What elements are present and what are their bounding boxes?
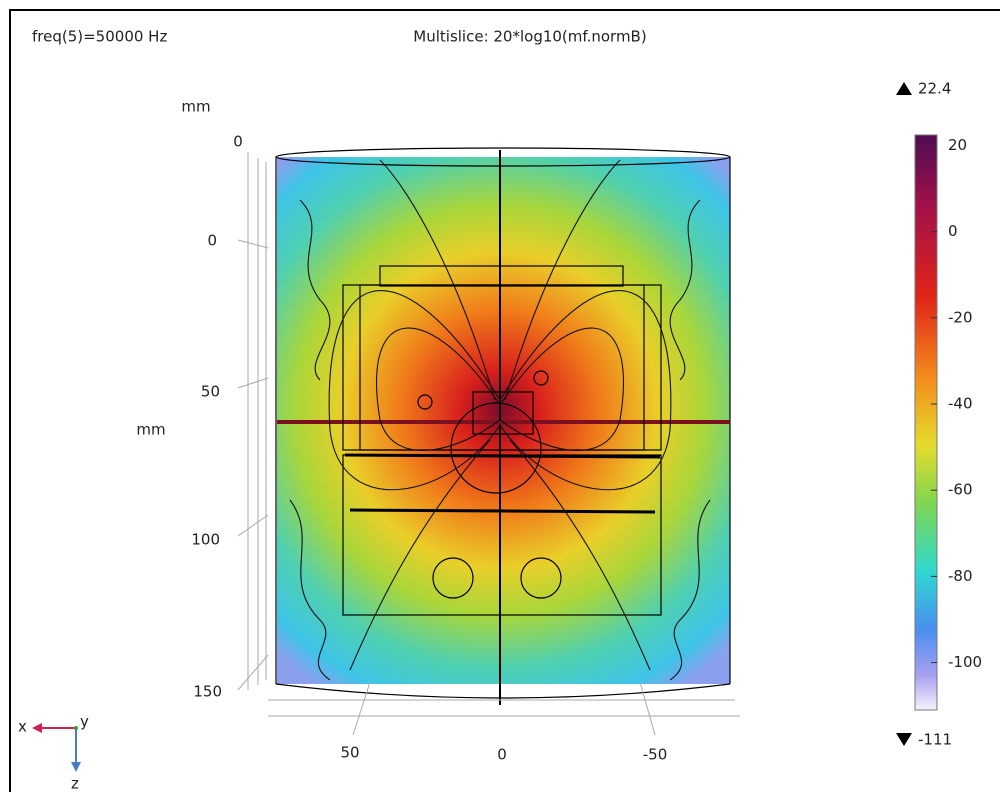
depth-tick-label: 0 <box>233 133 243 151</box>
colorbar-tick-label: -40 <box>948 394 973 412</box>
field-lines <box>289 159 711 681</box>
colorbar-max: 22.4 <box>918 80 951 98</box>
vertical-tick-label: 50 <box>201 383 220 401</box>
depth-axis-unit: mm <box>181 98 210 116</box>
min-marker <box>896 733 912 746</box>
colorbar-tick-label: -100 <box>948 653 982 671</box>
vertical-tick-label: 0 <box>207 232 217 250</box>
horizontal-tick-label: 50 <box>340 744 359 762</box>
triad-z-label: z <box>71 775 79 793</box>
component-outlines <box>342 265 662 616</box>
horizontal-tick-label: -50 <box>643 746 668 764</box>
parameter-label: freq(5)=50000 Hz <box>32 28 167 46</box>
colorbar-tick-label: 0 <box>948 222 958 240</box>
axis-triad <box>32 723 81 772</box>
max-marker <box>896 82 912 95</box>
vertical-tick-label: 150 <box>193 683 222 701</box>
colorbar-min: -111 <box>918 731 952 749</box>
horizontal-tick-label: 0 <box>497 746 507 764</box>
colorbar <box>914 134 938 711</box>
triad-x-label: x <box>18 718 27 736</box>
triad-y-label: y <box>80 713 89 731</box>
plot-title: Multislice: 20*log10(mf.normB) <box>413 28 646 46</box>
vertical-tick-label: 100 <box>191 531 220 549</box>
axis-lines <box>237 152 740 736</box>
colorbar-tick-label: -20 <box>948 308 973 326</box>
colorbar-tick-label: 20 <box>948 136 967 154</box>
vertical-axis-unit: mm <box>136 421 165 439</box>
colorbar-tick-label: -80 <box>948 567 973 585</box>
colorbar-tick-label: -60 <box>948 481 973 499</box>
